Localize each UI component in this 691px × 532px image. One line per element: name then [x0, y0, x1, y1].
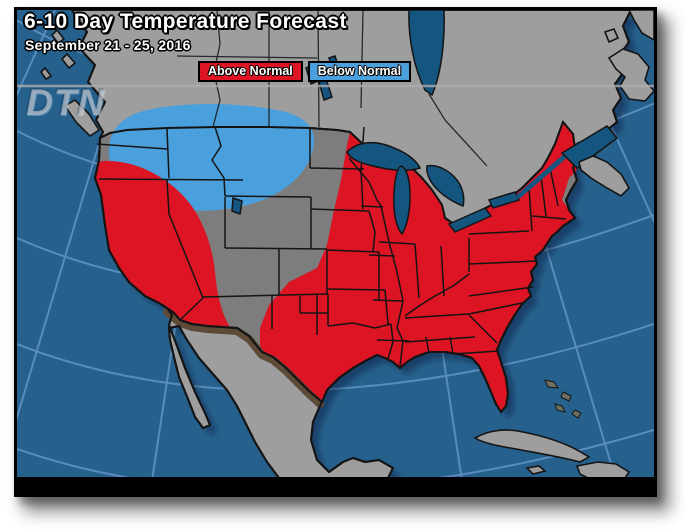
- legend: Above Normal Below Normal: [198, 61, 412, 82]
- cuba: [473, 429, 591, 463]
- map-frame: 6-10 Day Temperature Forecast September …: [14, 7, 657, 497]
- islands: [39, 10, 654, 482]
- lake-huron: [426, 164, 465, 208]
- forecast-map: [17, 10, 654, 494]
- lake-michigan: [393, 165, 411, 236]
- coastal-islet: [60, 52, 77, 70]
- arctic-islet: [603, 28, 620, 44]
- haida-gwaii: [39, 66, 53, 81]
- lakes: [231, 10, 619, 236]
- vancouver-island: [63, 98, 101, 138]
- arctic-island: [628, 10, 654, 41]
- dtn-logo: DTN: [26, 82, 106, 123]
- nova-scotia: [578, 155, 630, 197]
- newfoundland: [607, 48, 654, 102]
- date-range: September 21 - 25, 2016: [25, 37, 191, 53]
- lake-ontario: [487, 191, 521, 209]
- lake-superior: [346, 141, 422, 171]
- mexico-border-strip: [163, 308, 324, 408]
- alaska-panhandle-islands: [50, 28, 66, 45]
- great-salt-lake: [231, 196, 243, 216]
- page-title: 6-10 Day Temperature Forecast: [24, 10, 347, 33]
- region-above-normal-west: [95, 161, 230, 327]
- region-above-normal-east: [260, 122, 577, 412]
- james-bay: [408, 10, 445, 97]
- bottom-black-bar: [17, 477, 654, 494]
- state-borders: [96, 126, 567, 367]
- jamaica: [525, 465, 547, 475]
- bahamas: [544, 379, 582, 419]
- legend-below-normal: Below Normal: [307, 61, 412, 82]
- st-lawrence-estuary: [560, 125, 619, 169]
- legend-above-normal: Above Normal: [198, 61, 303, 82]
- lake-erie: [447, 207, 493, 233]
